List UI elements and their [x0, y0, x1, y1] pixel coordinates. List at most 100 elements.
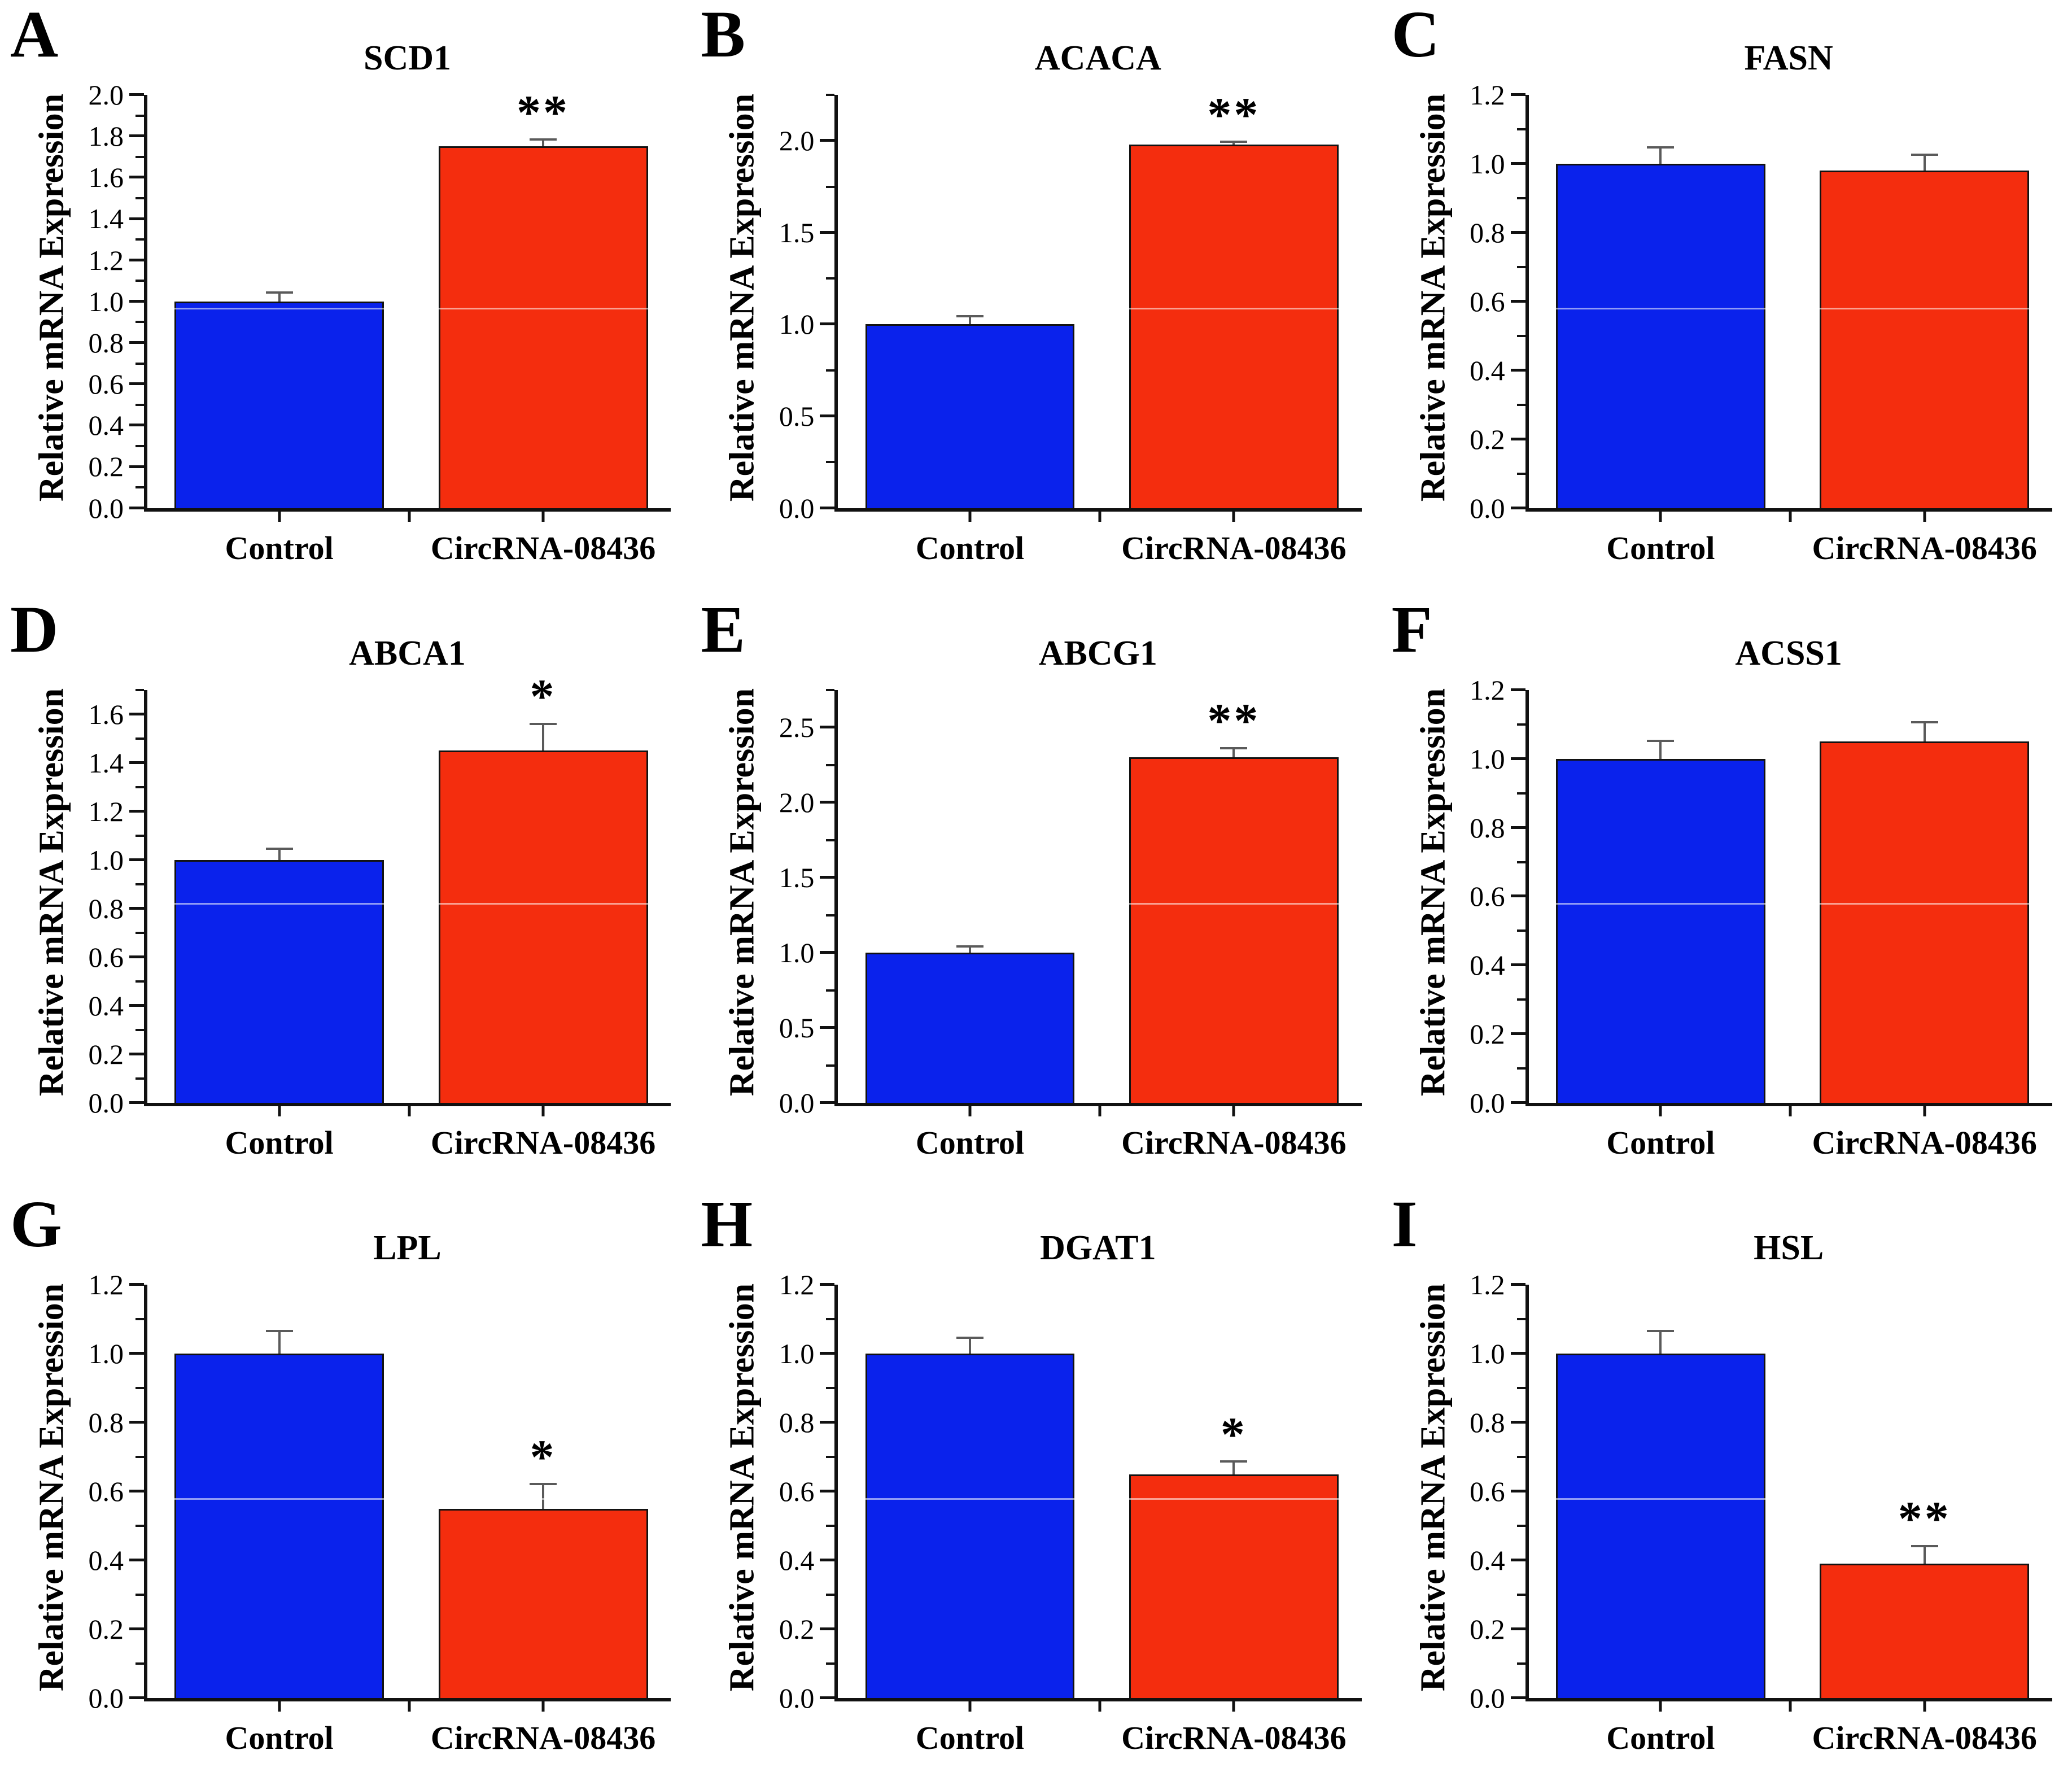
- y-minor-tick: [1516, 265, 1525, 268]
- y-major-tick: [129, 1696, 144, 1699]
- x-tick: [541, 1697, 545, 1712]
- y-minor-tick: [135, 883, 144, 885]
- y-tick-label: 1.6: [88, 698, 124, 730]
- y-major-tick: [129, 1421, 144, 1424]
- y-major-tick: [129, 1490, 144, 1493]
- y-minor-tick: [1516, 1318, 1525, 1321]
- error-bar-whisker: [278, 848, 281, 860]
- y-major-tick: [129, 1053, 144, 1056]
- error-bar-whisker: [969, 1336, 971, 1354]
- error-bar-cap: [265, 1329, 293, 1332]
- x-category-label-control: Control: [1606, 1124, 1715, 1162]
- plot-area: 0.0 0.5 1.0 1.5 2.0 2.5 Control ** CircRNA-08436: [779, 688, 1362, 1159]
- x-tick: [408, 508, 411, 522]
- y-tick-label: 1.2: [88, 1269, 124, 1301]
- plot-area: 0.0 0.2 0.4 0.6 0.8 1.0 1.2 Control ** CircRNA-08…: [1470, 1271, 2052, 1754]
- panel-title: DGAT1: [1040, 1229, 1156, 1268]
- x-tick: [541, 508, 545, 522]
- bar-circrna-08436: [438, 750, 648, 1103]
- y-minor-tick: [826, 763, 835, 766]
- x-category-label-circrna: CircRNA-08436: [1121, 529, 1347, 566]
- y-major-tick: [1510, 757, 1525, 760]
- y-minor-tick: [826, 185, 835, 188]
- y-major-tick: [129, 1627, 144, 1631]
- y-major-tick: [1510, 1352, 1525, 1355]
- x-category-label-control: Control: [915, 529, 1025, 566]
- x-tick: [408, 1697, 411, 1712]
- error-bar-whisker: [1923, 153, 1926, 171]
- y-minor-tick: [1516, 723, 1525, 726]
- bar-control: [1555, 1354, 1765, 1698]
- bar-circrna-08436: [1129, 757, 1339, 1103]
- y-major-tick: [129, 712, 144, 715]
- x-tick: [968, 1697, 972, 1712]
- y-minor-tick: [1516, 1067, 1525, 1070]
- y-minor-tick: [826, 1064, 835, 1067]
- plot-area: 0.0 0.2 0.4 0.6 0.8 1.0 1.2 Control CircRNA-0843…: [1470, 676, 2052, 1159]
- y-tick-label: 0.8: [1470, 216, 1505, 248]
- y-minor-tick: [826, 461, 835, 464]
- x-category-label-circrna: CircRNA-08436: [1121, 1719, 1347, 1756]
- y-major-tick: [820, 1101, 835, 1105]
- y-minor-tick: [135, 1387, 144, 1390]
- y-major-tick: [129, 382, 144, 386]
- error-bar-cap: [1220, 141, 1248, 143]
- y-minor-tick: [826, 94, 835, 96]
- y-major-tick: [129, 1283, 144, 1286]
- y-minor-tick: [135, 737, 144, 740]
- x-tick: [541, 1103, 545, 1117]
- y-minor-tick: [1516, 929, 1525, 932]
- y-major-tick: [129, 858, 144, 861]
- y-tick-label: 1.5: [779, 216, 815, 248]
- x-category-label-control: Control: [915, 1124, 1025, 1162]
- panel-letter: I: [1391, 1190, 1418, 1262]
- y-tick-label: 0.2: [88, 451, 124, 483]
- bar-circrna-08436: [438, 1508, 648, 1698]
- y-minor-tick: [1516, 403, 1525, 406]
- x-category-label-circrna: CircRNA-08436: [430, 1124, 656, 1162]
- y-major-tick: [129, 93, 144, 96]
- x-category-label-circrna: CircRNA-08436: [1121, 1124, 1347, 1162]
- y-tick-label: 0.0: [88, 1682, 124, 1714]
- y-major-tick: [129, 424, 144, 427]
- y-minor-tick: [135, 114, 144, 117]
- panel-title: FASN: [1744, 39, 1833, 77]
- y-minor-tick: [135, 980, 144, 983]
- y-minor-tick: [135, 1456, 144, 1459]
- y-axis-label-text: Relative mRNA Expression: [32, 93, 71, 501]
- y-tick-label: 0.2: [1470, 1018, 1505, 1050]
- y-major-tick: [820, 951, 835, 954]
- y-major-tick: [820, 1559, 835, 1562]
- y-minor-tick: [1516, 792, 1525, 795]
- y-minor-tick: [135, 834, 144, 837]
- chart-panel-c: C FASN Relative mRNA Expression 0.0 0.2 0.…: [1382, 0, 2072, 595]
- y-tick-label: 1.0: [1470, 743, 1505, 775]
- y-major-tick: [129, 907, 144, 910]
- panel-title: ABCG1: [1038, 634, 1157, 673]
- error-bar-whisker: [1232, 1460, 1235, 1474]
- y-minor-tick: [826, 1525, 835, 1527]
- x-tick: [1098, 1103, 1101, 1117]
- x-category-label-circrna: CircRNA-08436: [430, 1719, 656, 1756]
- y-tick-label: 1.2: [1470, 674, 1505, 706]
- y-tick-label: 0.4: [779, 1544, 815, 1577]
- error-bar-whisker: [1923, 721, 1926, 742]
- y-minor-tick: [135, 197, 144, 199]
- y-minor-tick: [826, 688, 835, 691]
- y-major-tick: [129, 217, 144, 220]
- y-minor-tick: [1516, 861, 1525, 863]
- y-axis-label-text: Relative mRNA Expression: [723, 688, 762, 1097]
- x-tick: [1659, 508, 1662, 522]
- y-tick-label: 0.4: [1470, 354, 1505, 386]
- y-minor-tick: [135, 362, 144, 365]
- y-minor-tick: [135, 238, 144, 241]
- error-bar-cap: [1911, 153, 1938, 156]
- y-tick-label: 1.8: [88, 120, 124, 152]
- y-axis-label-text: Relative mRNA Expression: [1414, 1284, 1453, 1692]
- y-major-tick: [129, 134, 144, 138]
- y-axis-label-text: Relative mRNA Expression: [32, 688, 71, 1097]
- y-major-tick: [1510, 1032, 1525, 1036]
- y-minor-tick: [1516, 1525, 1525, 1527]
- chart-panel-h: H DGAT1 Relative mRNA Expression 0.0 0.2 0…: [690, 1190, 1381, 1785]
- error-bar-whisker: [969, 945, 971, 953]
